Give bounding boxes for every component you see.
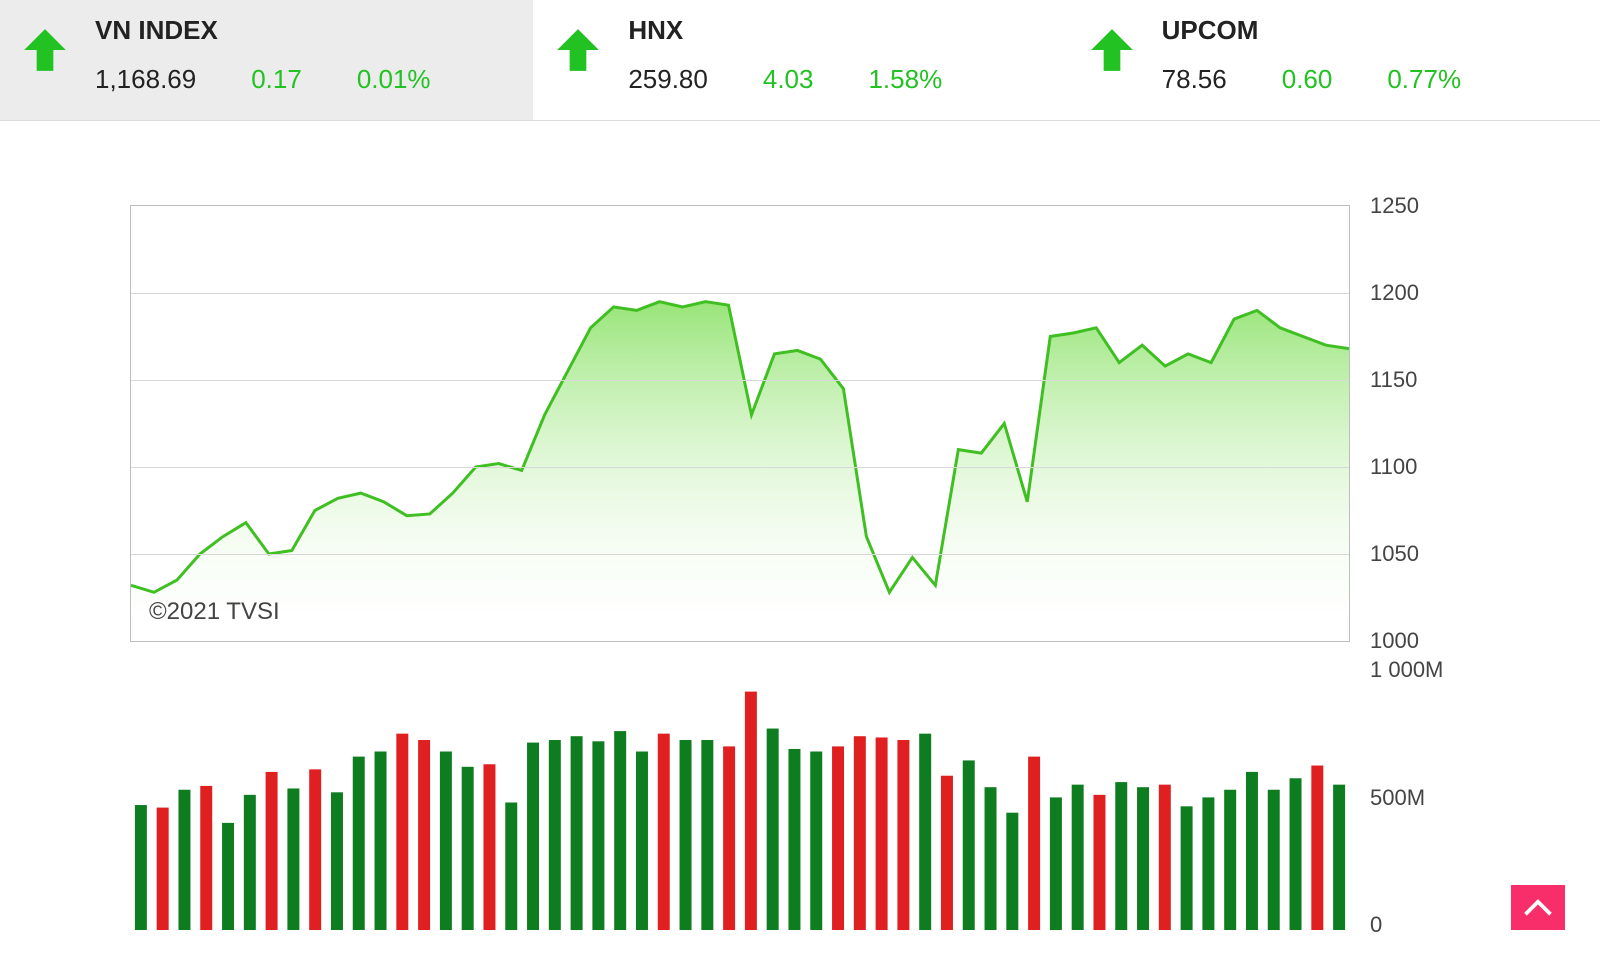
ticker-vnindex[interactable]: VN INDEX 1,168.69 0.17 0.01% [0, 0, 533, 120]
ticker-bar: VN INDEX 1,168.69 0.17 0.01% HNX 259.80 … [0, 0, 1600, 121]
ticker-pct: 0.77% [1387, 64, 1461, 95]
ticker-name: UPCOM [1162, 15, 1570, 46]
y-axis-label: 1000 [1370, 628, 1419, 654]
area-chart-svg [131, 206, 1349, 641]
arrow-up-icon [20, 25, 70, 75]
ticker-pct: 1.58% [868, 64, 942, 95]
y-axis-label: 1100 [1370, 454, 1417, 480]
ticker-name: VN INDEX [95, 15, 503, 46]
arrow-up-icon [553, 25, 603, 75]
ticker-change: 0.60 [1282, 64, 1333, 95]
volume-y-axis-label: 500M [1370, 785, 1425, 811]
ticker-change: 0.17 [251, 64, 302, 95]
ticker-value: 1,168.69 [95, 64, 196, 95]
arrow-up-icon [1087, 25, 1137, 75]
price-area-chart: ©2021 TVSI [130, 205, 1350, 642]
y-axis-label: 1200 [1370, 280, 1419, 306]
ticker-value: 78.56 [1162, 64, 1227, 95]
ticker-change: 4.03 [763, 64, 814, 95]
ticker-hnx[interactable]: HNX 259.80 4.03 1.58% [533, 0, 1066, 120]
volume-y-axis-label: 1 000M [1370, 657, 1443, 683]
volume-chart-svg [130, 675, 1350, 930]
y-axis-label: 1050 [1370, 541, 1419, 567]
chevron-up-icon [1523, 899, 1553, 917]
volume-bar-chart [130, 675, 1350, 930]
ticker-upcom[interactable]: UPCOM 78.56 0.60 0.77% [1067, 0, 1600, 120]
y-axis-label: 1250 [1370, 193, 1419, 219]
ticker-pct: 0.01% [357, 64, 431, 95]
volume-y-axis-label: 0 [1370, 912, 1382, 938]
ticker-value: 259.80 [628, 64, 708, 95]
ticker-name: HNX [628, 15, 1036, 46]
scroll-top-button[interactable] [1511, 885, 1565, 930]
y-axis-label: 1150 [1370, 367, 1417, 393]
chart-copyright: ©2021 TVSI [149, 598, 280, 626]
